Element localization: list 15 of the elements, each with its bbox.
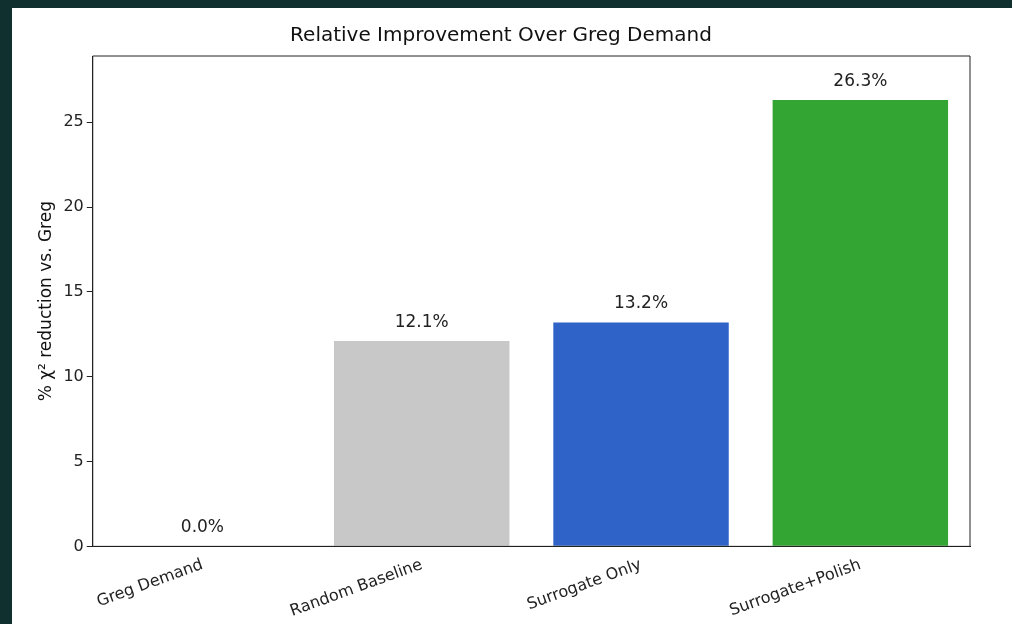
y-axis-title: % χ² reduction vs. Greg [34, 201, 55, 402]
bar [334, 341, 510, 546]
chart-title: Relative Improvement Over Greg Demand [290, 22, 712, 47]
y-tick-label: 10 [63, 365, 84, 385]
y-tick-label: 20 [63, 196, 84, 216]
y-tick-label: 15 [63, 281, 84, 300]
data-label: 0.0% [180, 516, 225, 537]
data-label: 12.1% [394, 310, 449, 331]
data-label: 26.3% [833, 70, 888, 91]
bar [553, 322, 729, 546]
y-tick-label: 0 [73, 535, 84, 555]
bar [772, 100, 949, 546]
y-tick-label: 25 [63, 111, 84, 131]
data-label: 13.2% [614, 292, 669, 313]
y-tick-label: 5 [73, 450, 84, 470]
